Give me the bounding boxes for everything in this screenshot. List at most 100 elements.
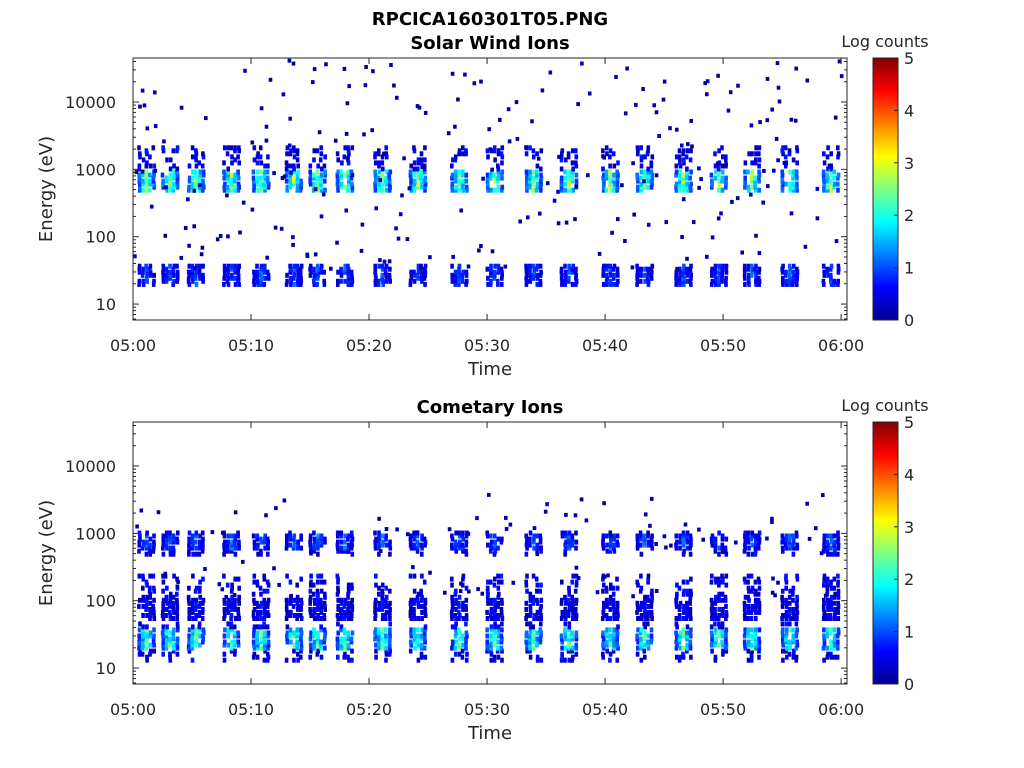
heatmap-cell (717, 633, 722, 639)
heatmap-cell (171, 551, 176, 557)
heatmap-cell (684, 616, 689, 621)
heatmap-cell (489, 645, 493, 651)
heatmap-cell (532, 616, 536, 621)
heatmap-cell (527, 636, 532, 642)
heatmap-cell (832, 616, 837, 621)
heatmap-cell (450, 576, 454, 582)
heatmap-cell (787, 594, 792, 600)
heatmap-cell (152, 278, 156, 284)
heatmap-cell (574, 633, 578, 639)
heatmap-cell (678, 278, 682, 284)
heatmap-cell (791, 172, 795, 178)
heatmap-cell (749, 192, 753, 197)
heatmap-cell (713, 606, 717, 612)
heatmap-cell (226, 542, 230, 548)
heatmap-cell (226, 533, 231, 539)
heatmap-cell (685, 169, 689, 175)
heatmap-cell (416, 591, 421, 597)
heatmap-cell (757, 281, 761, 287)
heatmap-cell (256, 178, 260, 184)
heatmap-cell (322, 579, 327, 585)
heatmap-cell (684, 533, 689, 539)
heatmap-cell (225, 606, 230, 612)
heatmap-cell (514, 100, 519, 105)
heatmap-cell (784, 281, 789, 287)
heatmap-cell (766, 184, 770, 189)
heatmap-cell (574, 163, 579, 169)
heatmap-cell (308, 539, 312, 545)
heatmap-cell (685, 579, 690, 585)
heatmap-cell (691, 220, 696, 225)
heatmap-cell (836, 269, 841, 275)
heatmap-cell (754, 536, 758, 542)
heatmap-cell (161, 181, 165, 187)
heatmap-cell (262, 576, 267, 582)
heatmap-cell (713, 263, 718, 269)
heatmap-cell (570, 594, 574, 600)
heatmap-cell (308, 181, 313, 187)
heatmap-cell (457, 542, 461, 548)
heatmap-cell (141, 603, 145, 609)
heatmap-cell (161, 542, 166, 548)
heatmap-cell (223, 172, 227, 178)
heatmap-cell (190, 600, 194, 606)
x-tick-label: 05:30 (464, 336, 510, 355)
heatmap-cell (717, 594, 721, 600)
heatmap-cell (291, 61, 296, 66)
heatmap-cell (416, 657, 421, 663)
heatmap-cell (742, 606, 747, 612)
heatmap-cell (639, 169, 644, 175)
heatmap-cell (237, 145, 241, 151)
heatmap-cell (164, 597, 169, 603)
heatmap-cell (720, 269, 725, 275)
heatmap-cell (288, 175, 292, 181)
heatmap-cell (309, 633, 313, 639)
heatmap-cell (525, 642, 529, 648)
heatmap-cell (788, 187, 793, 193)
heatmap-cell (232, 593, 237, 598)
heatmap-cell (377, 163, 381, 169)
heatmap-cell (649, 496, 654, 501)
heatmap-cell (489, 648, 493, 654)
heatmap-cell (643, 154, 647, 160)
heatmap-cell (144, 148, 149, 154)
heatmap-cell (528, 591, 533, 597)
heatmap-cell (409, 533, 413, 539)
heatmap-cell (609, 585, 613, 591)
heatmap-cell (288, 630, 293, 636)
heatmap-cell (635, 272, 639, 278)
heatmap-cell (237, 184, 241, 190)
heatmap-cell (545, 502, 549, 507)
heatmap-cell (191, 616, 195, 621)
heatmap-cell (532, 169, 536, 175)
heatmap-cell (615, 616, 620, 621)
heatmap-cell (642, 179, 646, 184)
heatmap-cell (236, 630, 240, 636)
heatmap-cell (316, 579, 320, 585)
heatmap-cell (791, 533, 795, 539)
heatmap-cell (685, 187, 690, 193)
heatmap-cell (336, 184, 340, 190)
heatmap-cell (822, 160, 827, 166)
heatmap-cell (373, 278, 378, 284)
heatmap-cell (200, 633, 205, 639)
heatmap-cell (710, 235, 715, 240)
heatmap-cell (140, 645, 145, 651)
heatmap-cell (413, 633, 417, 639)
heatmap-cell (255, 154, 260, 160)
heatmap-cell (339, 278, 343, 284)
heatmap-cell (643, 609, 647, 615)
heatmap-cell (133, 254, 137, 259)
heatmap-cell (384, 609, 389, 615)
heatmap-cell (412, 639, 417, 645)
heatmap-cell (251, 175, 256, 181)
heatmap-cell (524, 616, 528, 621)
heatmap-cell (787, 272, 792, 278)
heatmap-cell (464, 533, 469, 539)
heatmap-cell (381, 630, 385, 636)
heatmap-cell (316, 551, 320, 557)
heatmap-cell (285, 636, 289, 642)
heatmap-cell (168, 548, 173, 554)
heatmap-cell (631, 594, 635, 599)
heatmap-cell (611, 603, 616, 609)
